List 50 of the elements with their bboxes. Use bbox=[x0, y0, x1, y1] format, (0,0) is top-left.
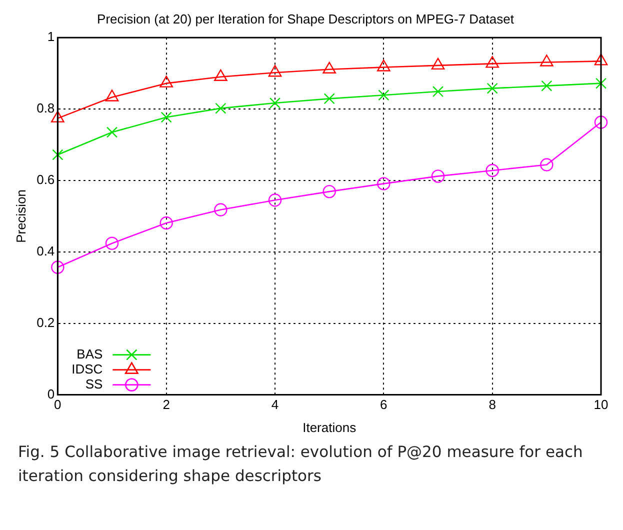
x-tick-label: 4 bbox=[271, 397, 279, 412]
point bbox=[269, 97, 281, 109]
point bbox=[540, 158, 554, 172]
point bbox=[106, 126, 118, 138]
point bbox=[595, 78, 607, 89]
point bbox=[594, 54, 608, 66]
point bbox=[160, 112, 172, 123]
point bbox=[377, 60, 390, 72]
point bbox=[541, 80, 552, 92]
y-tick-label: 0 bbox=[47, 386, 55, 402]
point bbox=[486, 82, 498, 94]
y-tick-label: 0.8 bbox=[36, 100, 55, 116]
y-tick-label: 0.4 bbox=[36, 244, 55, 258]
point bbox=[215, 102, 226, 114]
point bbox=[105, 236, 119, 250]
point bbox=[52, 149, 64, 160]
point bbox=[377, 177, 390, 190]
legend-label: SS bbox=[85, 376, 103, 392]
point bbox=[431, 58, 445, 70]
y-tick-label: 0.2 bbox=[36, 314, 55, 330]
legend-label: BAS bbox=[76, 346, 103, 362]
point bbox=[378, 90, 390, 101]
point bbox=[540, 54, 554, 66]
point bbox=[324, 93, 335, 104]
y-tick-label: 0.6 bbox=[36, 172, 55, 188]
point bbox=[594, 116, 608, 129]
x-axis-title: Iterations bbox=[302, 420, 357, 435]
point bbox=[160, 216, 173, 230]
point bbox=[322, 184, 336, 198]
y-tick-label: 1 bbox=[47, 29, 55, 44]
x-tick-label: 8 bbox=[488, 397, 496, 412]
point bbox=[51, 260, 64, 274]
point bbox=[268, 194, 282, 207]
point bbox=[268, 65, 282, 77]
x-tick-label: 2 bbox=[162, 397, 170, 412]
chart-title: Precision (at 20) per Iteration for Shape Descriptors on MPEG-7 Dataset bbox=[97, 11, 514, 26]
caption: Fig. 5 Collaborative image retrieval: evolution of P@20 measure for each iteration considering shape descriptors bbox=[18, 442, 584, 487]
point bbox=[432, 86, 444, 98]
y-axis-title: Precision bbox=[13, 189, 28, 243]
point bbox=[486, 164, 499, 178]
x-tick-label: 10 bbox=[594, 397, 608, 412]
legend-label: IDSC bbox=[72, 361, 103, 376]
point bbox=[214, 203, 228, 216]
point bbox=[486, 56, 499, 68]
x-tick-label: 6 bbox=[380, 397, 388, 412]
point bbox=[105, 90, 119, 102]
point bbox=[322, 62, 336, 74]
point bbox=[214, 69, 228, 81]
point bbox=[431, 170, 445, 183]
point bbox=[160, 76, 173, 88]
